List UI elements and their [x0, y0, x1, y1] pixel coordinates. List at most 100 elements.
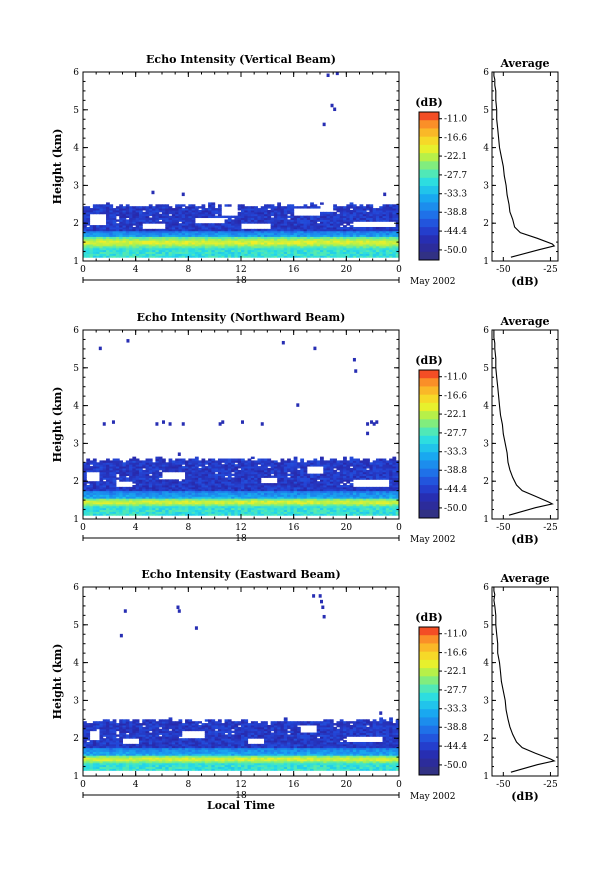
- heat-cell: [333, 215, 337, 219]
- heat-cell: [270, 500, 275, 503]
- heat-cell: [125, 249, 130, 253]
- heat-cell: [339, 477, 344, 480]
- heat-cell: [175, 208, 179, 211]
- heat-cell: [142, 242, 147, 245]
- heat-cell: [191, 464, 196, 467]
- heat-cell: [346, 494, 351, 497]
- heat-cell: [198, 247, 202, 251]
- heat-cell: [287, 509, 291, 512]
- heat-cell: [178, 219, 183, 222]
- heat-cell: [362, 234, 367, 237]
- heat-cell: [171, 225, 176, 228]
- heat-cell: [194, 236, 199, 239]
- heat-cell: [392, 240, 397, 243]
- heat-cell: [247, 255, 252, 258]
- heat-cell: [343, 507, 347, 511]
- heat-cell: [185, 213, 189, 217]
- heat-cell: [198, 240, 202, 243]
- heat-cell: [296, 243, 301, 247]
- heat-cell: [280, 230, 285, 234]
- heat-cell: [178, 503, 183, 507]
- heat-cell: [168, 225, 173, 228]
- heat-cell: [306, 242, 311, 245]
- heat-cell: [306, 501, 311, 505]
- heat-cell: [310, 225, 314, 228]
- heat-cell: [241, 255, 245, 258]
- heat-cell: [83, 469, 87, 473]
- heat-cell: [89, 211, 94, 215]
- heat-cell: [339, 249, 344, 253]
- heat-cell: [343, 253, 347, 256]
- heat-cell: [89, 242, 94, 245]
- heat-cell: [152, 500, 156, 503]
- heat-cell: [129, 219, 133, 222]
- heat-cell: [267, 503, 272, 507]
- heat-cell: [148, 464, 153, 467]
- heat-cell: [99, 206, 104, 209]
- heat-cell: [106, 467, 110, 471]
- heat-cell: [132, 236, 137, 239]
- heat-cell: [349, 484, 354, 488]
- heat-cell: [333, 236, 337, 239]
- heat-cell: [372, 240, 377, 243]
- heat-cell: [257, 232, 262, 236]
- heat-cell: [385, 230, 390, 234]
- heat-cell: [99, 503, 104, 507]
- heat-cell: [132, 505, 137, 509]
- heat-cell: [168, 462, 173, 465]
- heat-cell: [333, 243, 337, 247]
- heat-cell: [303, 507, 308, 511]
- heat-cell: [132, 484, 137, 488]
- heat-cell: [273, 242, 278, 245]
- heat-cell: [306, 251, 311, 254]
- heat-cell: [310, 473, 314, 477]
- heat-cell: [267, 243, 272, 247]
- heat-cell: [343, 477, 347, 480]
- heat-cell: [208, 479, 212, 482]
- heat-cell: [211, 484, 216, 488]
- heat-cell: [244, 240, 249, 243]
- heat-cell: [356, 501, 360, 505]
- heat-cell: [211, 501, 216, 505]
- heat-cell: [231, 505, 235, 509]
- heat-cell: [316, 484, 321, 488]
- heat-cell: [326, 225, 331, 228]
- heat-cell: [241, 475, 245, 478]
- heat-cell: [257, 505, 262, 509]
- heat-cell: [178, 513, 183, 516]
- heat-cell: [241, 509, 245, 512]
- heat-cell: [257, 462, 262, 465]
- heat-cell: [106, 247, 110, 251]
- heat-cell: [132, 496, 137, 499]
- heat-cell: [343, 247, 347, 251]
- heat-cell: [155, 498, 160, 501]
- heat-cell: [323, 505, 328, 509]
- heat-cell: [264, 236, 268, 239]
- heat-cell: [201, 206, 206, 209]
- heat-cell: [86, 253, 91, 256]
- heat-cell: [260, 471, 265, 475]
- heat-cell: [155, 479, 160, 482]
- heat-cell: [273, 217, 278, 220]
- heat-cell: [217, 477, 222, 480]
- heat-cell: [336, 494, 341, 497]
- heat-cell: [112, 486, 117, 490]
- heat-cell: [270, 223, 275, 226]
- heat-cell: [277, 477, 281, 480]
- heat-cell: [145, 479, 150, 482]
- heat-cell: [109, 467, 114, 471]
- heat-cell: [323, 503, 328, 507]
- heat-cell: [109, 232, 114, 236]
- heat-cell: [211, 477, 216, 480]
- heat-cell: [316, 251, 321, 254]
- heat-cell: [125, 225, 130, 228]
- heat-cell: [152, 505, 156, 509]
- heat-cell: [214, 507, 219, 511]
- heat-cell: [290, 490, 295, 494]
- heat-cell: [280, 469, 285, 473]
- heat-cell: [86, 469, 91, 473]
- heat-cell: [303, 479, 308, 482]
- heat-cell: [316, 249, 321, 253]
- heat-cell: [106, 486, 110, 490]
- heat-cell: [201, 498, 206, 501]
